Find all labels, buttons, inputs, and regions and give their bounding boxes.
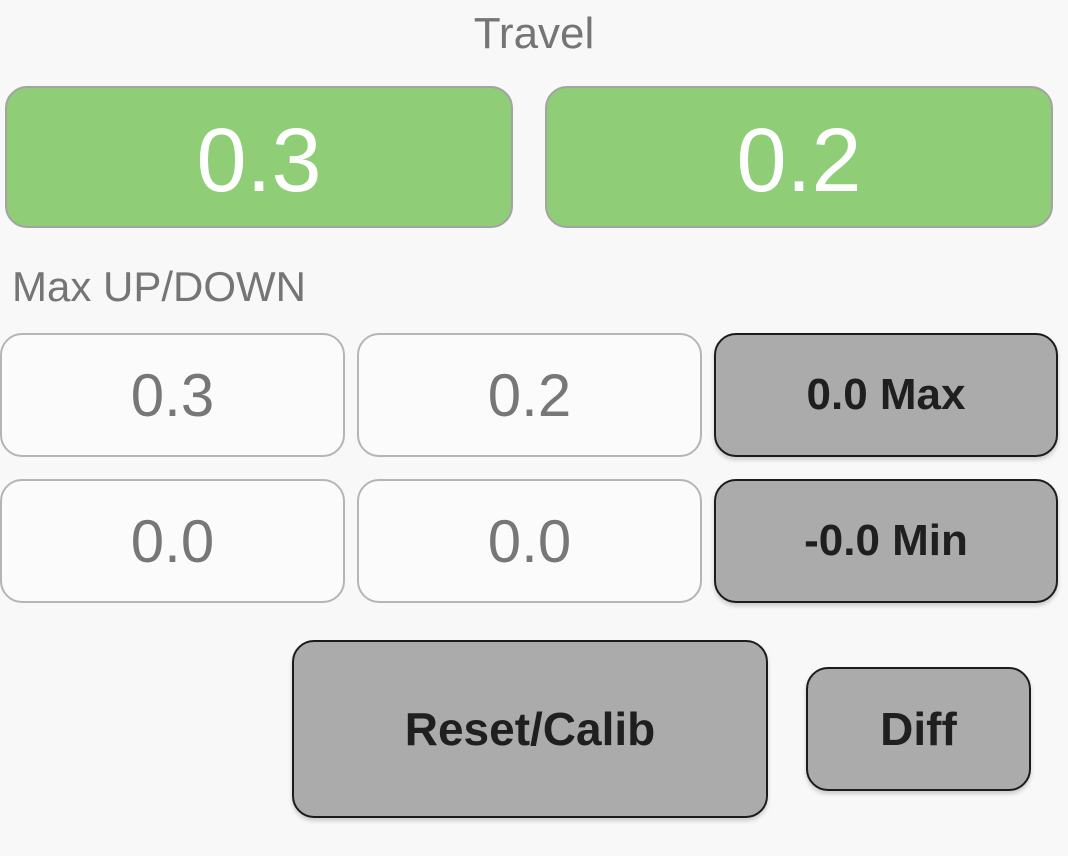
travel-title: Travel [473, 9, 595, 58]
max-updown-label: Max UP/DOWN [12, 263, 306, 310]
min-down-value: 0.0 [357, 479, 702, 603]
travel-right-value: 0.2 [545, 86, 1053, 228]
max-up-value: 0.3 [0, 333, 345, 457]
min-up-value: 0.0 [0, 479, 345, 603]
max-button[interactable]: 0.0 Max [714, 333, 1058, 457]
reset-calib-button[interactable]: Reset/Calib [292, 640, 768, 818]
min-button[interactable]: -0.0 Min [714, 479, 1058, 603]
travel-left-value: 0.3 [5, 86, 513, 228]
diff-button[interactable]: Diff [806, 667, 1031, 791]
max-down-value: 0.2 [357, 333, 702, 457]
